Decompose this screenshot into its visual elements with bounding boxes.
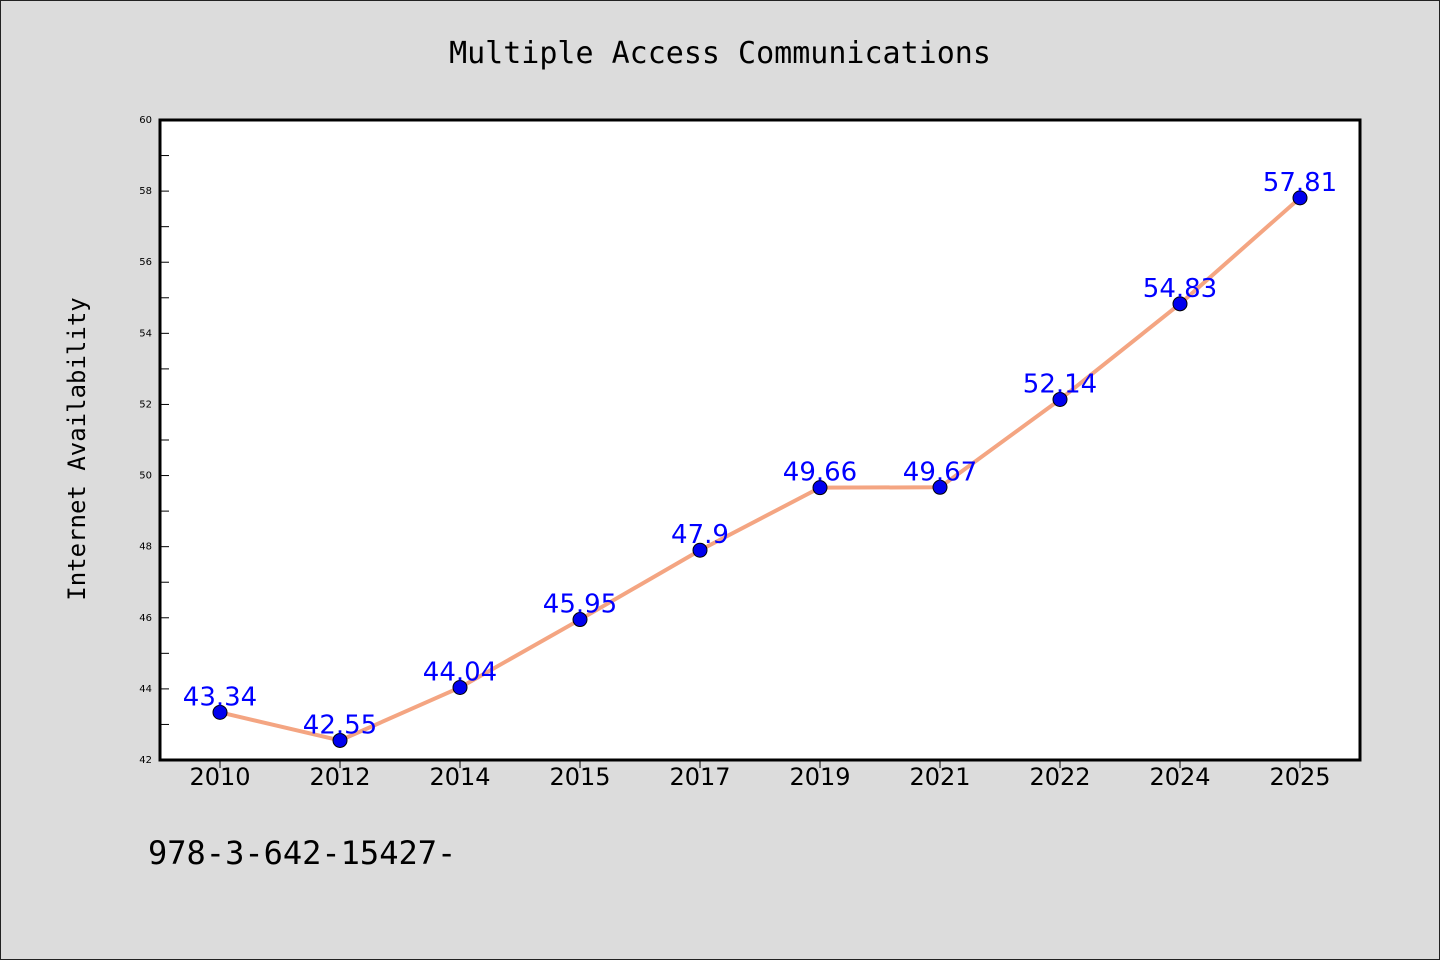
x-tick-label: 2010	[189, 763, 250, 791]
data-label: 52.14	[1023, 369, 1097, 399]
data-label: 44.04	[423, 657, 497, 687]
y-tick-label: 44	[139, 684, 152, 695]
x-tick-label: 2024	[1149, 763, 1210, 791]
y-tick-label: 58	[139, 186, 152, 197]
y-tick-label: 46	[139, 613, 152, 624]
x-tick-label: 2019	[789, 763, 850, 791]
data-label: 57.81	[1263, 168, 1337, 198]
data-point	[812, 480, 828, 496]
x-tick-label: 2015	[549, 763, 610, 791]
data-point	[932, 479, 948, 495]
y-tick-label: 48	[139, 542, 152, 553]
series-line-group	[218, 195, 1302, 743]
data-label: 42.55	[303, 710, 377, 740]
y-tick-label: 60	[139, 115, 152, 126]
data-point	[1172, 296, 1188, 312]
data-point	[572, 612, 588, 628]
data-label: 45.95	[543, 590, 617, 620]
chart-title: Multiple Access Communications	[449, 36, 991, 71]
series-line	[218, 195, 1302, 743]
data-point	[1052, 391, 1068, 407]
data-label: 54.83	[1143, 274, 1217, 304]
x-axis-ticks: 2010 2012 2014 2015 2017 2019 2021 2022 2024 2025	[189, 760, 1331, 791]
x-tick-label: 2021	[909, 763, 970, 791]
data-label: 47.9	[671, 520, 729, 550]
plot-area	[158, 118, 1362, 762]
data-label: 49.66	[783, 458, 857, 488]
data-point	[452, 679, 468, 695]
y-axis-label: Internet Availability	[63, 297, 91, 600]
y-tick-label: 56	[139, 257, 152, 268]
data-point	[692, 542, 708, 558]
y-axis-ticks: 42 44 46 48 50 52 54 56 58 60	[139, 115, 169, 766]
data-point	[1292, 190, 1308, 206]
x-tick-label: 2012	[309, 763, 370, 791]
x-tick-label: 2025	[1269, 763, 1330, 791]
x-tick-label: 2022	[1029, 763, 1090, 791]
footnote-isbn: 978-3-642-15427-	[148, 834, 456, 872]
data-point	[332, 732, 348, 748]
y-tick-label: 50	[139, 471, 152, 482]
x-tick-label: 2017	[669, 763, 730, 791]
y-tick-label: 52	[139, 399, 152, 410]
data-point	[212, 704, 228, 720]
data-label: 49.67	[903, 457, 977, 487]
series-marker-group	[212, 190, 1308, 748]
data-label-group: 43.34 42.55 44.04 45.95 47.9 49.66 49.67 52.14 5…	[183, 168, 1337, 741]
y-tick-label: 42	[139, 755, 152, 766]
data-label: 43.34	[183, 682, 257, 712]
x-tick-label: 2014	[429, 763, 490, 791]
y-tick-label: 54	[139, 328, 152, 339]
